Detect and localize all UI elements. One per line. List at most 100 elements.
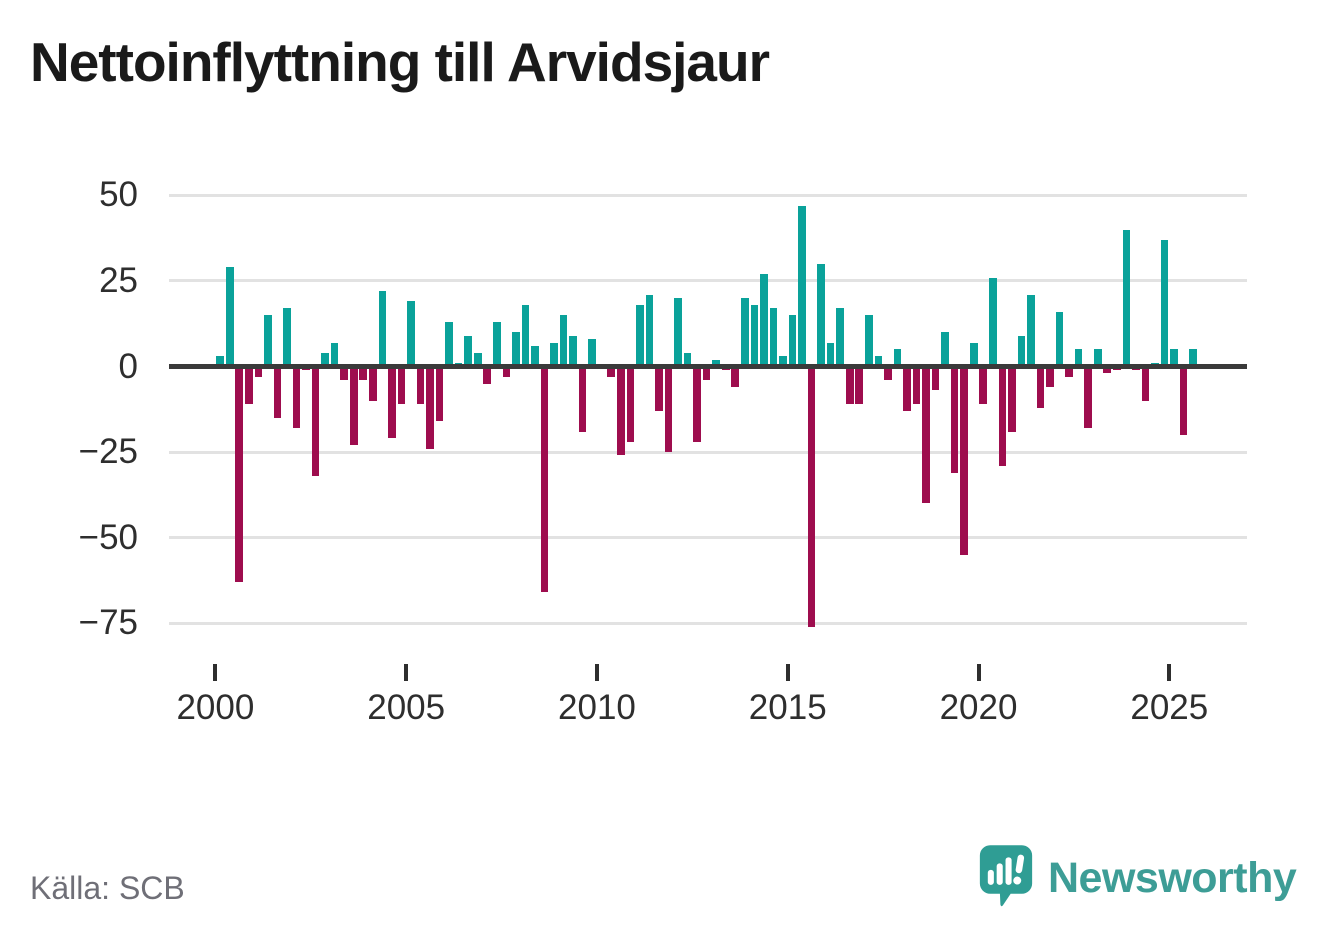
bar [550, 342, 558, 367]
gridline [169, 193, 1247, 197]
x-axis-label: 2005 [367, 688, 446, 727]
bar [655, 366, 663, 411]
bar [292, 366, 301, 429]
bar [1103, 366, 1112, 374]
bar [826, 342, 835, 367]
bar [1084, 366, 1092, 429]
bar [359, 366, 368, 381]
x-axis-label: 2020 [939, 688, 1018, 727]
bar [788, 315, 797, 367]
bar [626, 366, 635, 442]
bar [817, 263, 825, 367]
bar [636, 304, 644, 367]
bar [702, 366, 711, 381]
bar [512, 332, 520, 367]
bar [397, 366, 406, 405]
bar [807, 366, 816, 627]
bar [1017, 335, 1026, 367]
bar [388, 366, 396, 439]
x-axis-label: 2010 [558, 688, 636, 727]
bar [1160, 239, 1169, 367]
bar [378, 291, 387, 367]
bar [493, 322, 501, 367]
bar [349, 366, 358, 446]
bar [435, 366, 444, 422]
bar [645, 294, 654, 367]
bar [903, 366, 911, 411]
source-label: Källa: SCB [30, 870, 185, 906]
bar [931, 366, 940, 391]
bar [712, 359, 720, 367]
x-axis-tick [594, 664, 599, 681]
bar [874, 356, 883, 367]
bar [483, 366, 492, 384]
bar [1046, 366, 1054, 388]
zero-axis-line [169, 364, 1247, 369]
bar [283, 308, 291, 367]
bar [559, 315, 568, 367]
bar [836, 308, 844, 367]
bar [693, 366, 701, 442]
x-axis-tick [976, 664, 981, 681]
bar [244, 366, 253, 405]
bar [1008, 366, 1016, 432]
bar [464, 335, 472, 367]
bar [321, 352, 329, 367]
bar [884, 366, 892, 381]
bar [1122, 229, 1131, 367]
bar [264, 315, 272, 367]
bar [1065, 366, 1073, 377]
bar [989, 277, 997, 367]
x-axis-label: 2000 [176, 688, 255, 727]
bar [1093, 349, 1102, 367]
y-axis-label: −25 [78, 432, 138, 472]
bar [235, 366, 244, 583]
bar [225, 267, 234, 367]
x-axis-tick [785, 664, 790, 681]
gridline [169, 279, 1247, 283]
bar [311, 366, 320, 477]
bar [750, 304, 759, 367]
x-axis-label: 2025 [1130, 688, 1209, 727]
x-axis-tick [404, 664, 409, 681]
y-axis-label: −75 [78, 603, 138, 643]
y-axis-label: 25 [99, 260, 138, 300]
bar [607, 366, 616, 377]
bar [1055, 311, 1064, 367]
bar [368, 366, 377, 401]
bar [416, 366, 425, 405]
bar [1036, 366, 1045, 408]
bar [578, 366, 587, 432]
bar [407, 301, 415, 367]
bar [674, 298, 682, 367]
newsworthy-speech-bubble-chart-icon [978, 843, 1034, 914]
bar [855, 366, 864, 405]
gridline [169, 450, 1247, 454]
bar [617, 366, 625, 456]
bar [998, 366, 1007, 466]
bar [893, 349, 902, 367]
x-axis-tick [213, 664, 218, 681]
bar [941, 332, 949, 367]
bar [960, 366, 968, 555]
x-axis-label: 2015 [748, 688, 827, 727]
bar [473, 352, 482, 367]
bar [273, 366, 282, 418]
bar [1027, 294, 1035, 367]
bar [1189, 349, 1197, 367]
y-axis-label: 0 [118, 346, 138, 386]
bar [426, 366, 434, 449]
bar [254, 366, 263, 377]
bar [216, 356, 224, 367]
bar [922, 366, 930, 504]
bar [731, 366, 740, 388]
newsworthy-logo: Newsworthy [978, 843, 1297, 914]
bar [979, 366, 988, 405]
bar [1074, 349, 1083, 367]
gridline [169, 621, 1247, 625]
y-axis-label: −50 [78, 517, 138, 557]
bar [502, 366, 511, 377]
bar [588, 339, 596, 367]
bar [445, 322, 453, 367]
